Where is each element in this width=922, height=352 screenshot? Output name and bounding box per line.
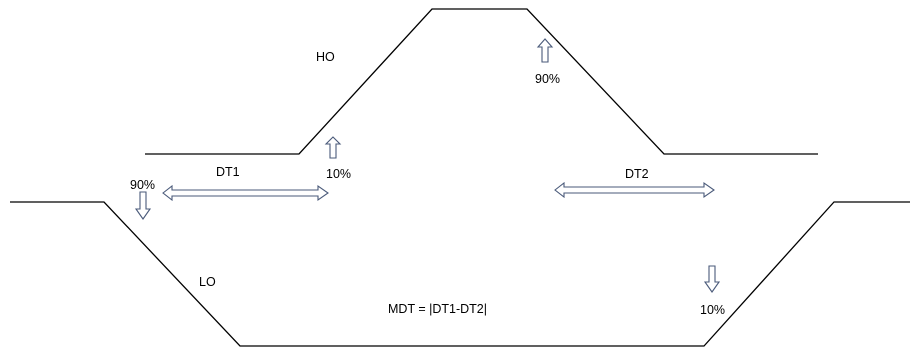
dt1-label: DT1: [216, 165, 240, 179]
ho-waveform: [145, 8, 818, 155]
dt2-label: DT2: [625, 167, 649, 181]
lo-rise-10pct-label: 10%: [700, 303, 725, 317]
ho-fall-90pct-label: 90%: [535, 72, 560, 86]
ho-fall-90pct-up-arrow-icon: [536, 38, 554, 63]
lo-fall-90pct-label: 90%: [130, 178, 155, 192]
lo-rise-10pct-down-arrow-icon: [703, 265, 721, 293]
dt1-double-arrow-icon: [162, 184, 329, 202]
lo-waveform: [10, 201, 910, 347]
lo-fall-90pct-down-arrow-icon: [134, 191, 152, 220]
mdt-formula-label: MDT = |DT1-DT2|: [388, 302, 487, 316]
lo-label: LO: [199, 275, 216, 289]
ho-label: HO: [316, 50, 335, 64]
ho-rise-10pct-up-arrow-icon: [324, 136, 342, 159]
ho-rise-10pct-label: 10%: [326, 167, 351, 181]
dt2-double-arrow-icon: [554, 181, 715, 199]
